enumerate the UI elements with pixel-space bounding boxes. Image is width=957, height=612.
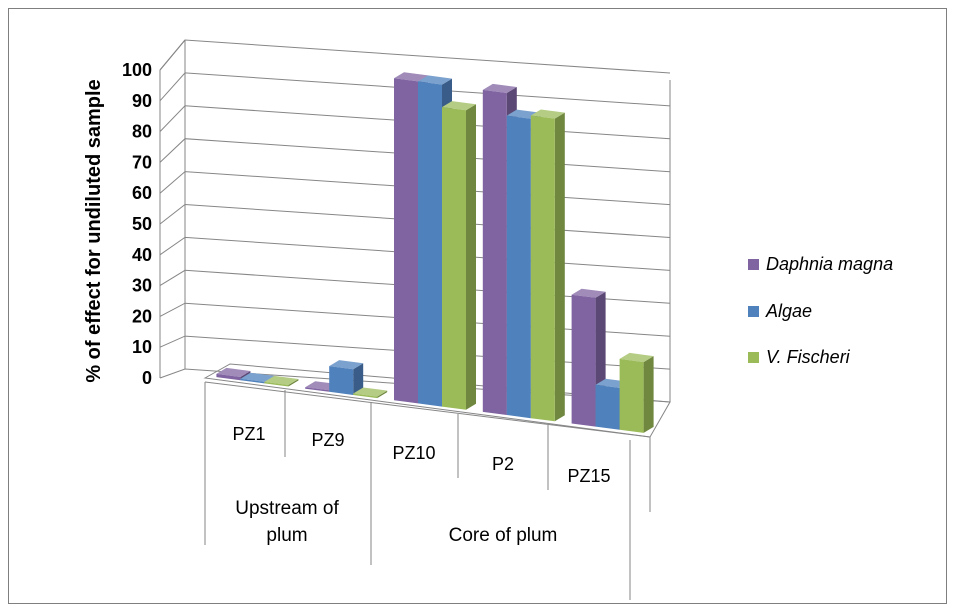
- bar-top: [264, 375, 299, 385]
- bar-front: [571, 294, 596, 427]
- bar-front: [442, 107, 466, 410]
- y-tick-label: 20: [132, 306, 152, 326]
- bar-side: [554, 112, 565, 422]
- y-tick-label: 0: [142, 368, 152, 388]
- bar-front: [264, 381, 289, 387]
- x-tick-label: PZ10: [392, 443, 435, 463]
- y-tick-label: 50: [132, 214, 152, 234]
- bar-front: [353, 393, 378, 399]
- x-axis-line: [204, 381, 651, 438]
- bar-side: [643, 356, 654, 433]
- y-axis-label: % of effect for undiluted sample: [83, 79, 105, 382]
- bar-front: [305, 387, 330, 392]
- bar-front: [216, 373, 241, 381]
- bar-side: [288, 379, 299, 387]
- bar-pz9-algae: [329, 360, 364, 395]
- bar-top: [329, 360, 364, 370]
- bar-top: [442, 101, 476, 111]
- bar-front: [329, 366, 354, 395]
- bar-top: [240, 372, 275, 382]
- y-tick-label: 100: [122, 60, 152, 80]
- legend-swatch: [748, 259, 759, 270]
- bar-pz15-v-fischeri: [619, 352, 654, 433]
- y-tick-label: 60: [132, 183, 152, 203]
- y-tick-label: 70: [132, 152, 152, 172]
- bar-side: [466, 104, 476, 410]
- legend-item-daphnia-magna: Daphnia magna: [748, 254, 893, 274]
- x-tick-label: P2: [492, 454, 514, 474]
- chart: 0 10 20 30 40 50 60 70 80 90 100 PZ1 PZ9 PZ10 P2 PZ15 U…: [83, 39, 893, 600]
- y-tick-label: 30: [132, 276, 152, 296]
- group-label-core: Core of plum: [449, 525, 558, 546]
- bar-side: [377, 390, 388, 399]
- x-tick-label: PZ15: [567, 466, 610, 486]
- legend-label: Algae: [765, 301, 812, 321]
- legend-item-algae: Algae: [748, 301, 812, 321]
- bar-front: [418, 81, 442, 407]
- bar-pz1-daphnia-magna: [216, 367, 251, 381]
- bar-front: [506, 115, 531, 419]
- gridline-100: [159, 39, 671, 74]
- bar-top: [530, 109, 565, 119]
- bar-front: [619, 358, 644, 433]
- bar-top: [619, 352, 654, 363]
- legend-label: Daphnia magna: [766, 254, 893, 274]
- y-axis-ticks: 0 10 20 30 40 50 60 70 80 90 100: [122, 60, 152, 388]
- bar-top: [353, 387, 388, 397]
- x-tick-label: PZ9: [311, 430, 344, 450]
- y-tick-label: 90: [132, 91, 152, 111]
- legend-item-v-fischeri: V. Fischeri: [748, 347, 851, 367]
- bar-pz9-v-fischeri: [353, 387, 388, 399]
- bar-p2-v-fischeri: [530, 109, 565, 422]
- x-tick-label: PZ1: [232, 424, 265, 444]
- bar-pz10-v-fischeri: [442, 101, 476, 410]
- bar-top: [394, 72, 428, 82]
- bar-top: [571, 288, 606, 298]
- y-tick-label: 10: [132, 337, 152, 357]
- group-label-upstream: Upstream of plum: [235, 498, 339, 546]
- chart-frame: 0 10 20 30 40 50 60 70 80 90 100 PZ1 PZ9 PZ10 P2 PZ15 U…: [8, 8, 947, 604]
- legend-label: V. Fischeri: [766, 347, 851, 367]
- bar-front: [595, 384, 620, 430]
- y-tick-label: 40: [132, 245, 152, 265]
- bar-pz1-v-fischeri: [264, 375, 299, 387]
- bar-top: [418, 75, 452, 85]
- bar-top: [216, 367, 251, 377]
- category-axis: PZ1 PZ9 PZ10 P2 PZ15 Upstream of plum Core of p…: [204, 381, 651, 600]
- bars: [216, 72, 654, 433]
- bar-front: [530, 115, 555, 422]
- legend: Daphnia magna Algae V. Fischeri: [748, 254, 893, 367]
- bar-front: [240, 378, 265, 384]
- bar-front: [394, 78, 418, 404]
- legend-swatch: [748, 352, 759, 363]
- legend-swatch: [748, 306, 759, 317]
- y-tick-label: 80: [132, 122, 152, 142]
- bar-top: [482, 83, 517, 93]
- bar-front: [482, 89, 507, 416]
- bar-side: [353, 363, 364, 395]
